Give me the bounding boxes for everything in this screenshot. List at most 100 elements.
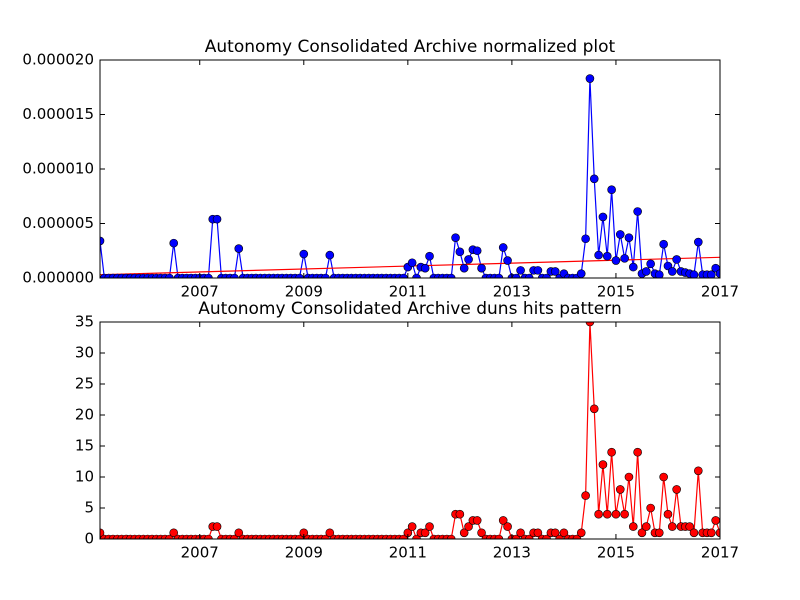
data-point <box>459 528 469 538</box>
data-point <box>325 528 335 538</box>
data-point <box>533 528 543 538</box>
x-tick-label: 2011 <box>389 283 427 301</box>
data-point <box>533 266 543 275</box>
data-point <box>472 246 482 256</box>
data-point <box>446 534 456 539</box>
data-point <box>641 522 651 531</box>
data-point <box>633 447 642 457</box>
data-point <box>694 466 703 476</box>
data-point <box>594 250 603 260</box>
data-point <box>672 485 681 494</box>
y-tick-label: 0.000005 <box>22 214 94 232</box>
data-point <box>455 509 465 519</box>
data-point <box>607 185 616 195</box>
x-tick-label: 2009 <box>285 283 323 301</box>
data-point <box>715 269 720 278</box>
data-point <box>511 273 521 278</box>
x-tick-label: 2015 <box>597 283 635 301</box>
data-point <box>615 485 625 494</box>
data-point <box>100 528 105 538</box>
data-point <box>407 258 417 268</box>
data-point <box>633 207 642 216</box>
y-tick-label: 0.000015 <box>22 105 94 123</box>
data-point <box>659 472 668 482</box>
data-point <box>451 233 460 242</box>
data-point <box>576 528 586 538</box>
data-point <box>715 528 720 538</box>
data-point <box>628 262 638 272</box>
data-point <box>654 270 664 278</box>
data-point <box>477 263 486 273</box>
data-point <box>100 236 105 246</box>
y-tick-label: 30 <box>75 344 94 362</box>
chart-title: Autonomy Consolidated Archive duns hits … <box>198 299 621 319</box>
data-point <box>689 270 699 278</box>
data-point <box>524 273 534 278</box>
data-point <box>550 528 560 538</box>
y-tick-label: 0.000000 <box>22 269 94 287</box>
data-point <box>446 273 456 278</box>
data-point <box>212 214 222 224</box>
plot-area <box>100 322 720 539</box>
data-point <box>685 522 694 531</box>
data-point <box>204 273 213 278</box>
data-point <box>503 256 512 265</box>
data-point <box>694 237 703 247</box>
data-point <box>585 322 595 327</box>
series-line <box>100 78 720 278</box>
data-point <box>516 266 525 275</box>
data-point <box>464 522 473 531</box>
data-point <box>420 528 430 538</box>
data-point <box>204 534 213 539</box>
data-point <box>624 233 634 242</box>
data-point <box>598 460 608 469</box>
data-point <box>611 256 621 265</box>
data-point <box>425 522 434 531</box>
data-point <box>498 243 508 252</box>
y-tick-label: 35 <box>75 313 94 331</box>
data-point <box>234 528 244 538</box>
data-point <box>407 522 417 531</box>
data-point <box>667 267 677 276</box>
data-point <box>607 447 616 457</box>
data-point <box>494 534 504 539</box>
data-point <box>628 522 638 531</box>
series-line <box>100 322 720 539</box>
data-point <box>598 212 608 222</box>
x-tick-label: 2017 <box>701 544 739 562</box>
data-point <box>455 247 465 257</box>
data-point <box>459 263 469 273</box>
data-point <box>672 255 681 264</box>
data-point <box>646 259 655 269</box>
data-point <box>494 273 504 278</box>
data-point <box>472 516 482 525</box>
data-point <box>585 74 595 83</box>
plot-area <box>100 74 720 278</box>
data-point <box>234 244 244 253</box>
data-point <box>620 509 629 519</box>
data-point <box>589 174 599 184</box>
y-tick-label: 25 <box>75 375 94 393</box>
x-tick-label: 2015 <box>597 544 635 562</box>
data-point <box>581 234 590 244</box>
data-point <box>212 522 222 531</box>
y-tick-label: 5 <box>84 499 94 517</box>
data-point <box>498 516 508 525</box>
y-tick-label: 0.000010 <box>22 160 94 178</box>
data-point <box>503 522 512 531</box>
data-point <box>689 528 699 538</box>
data-point <box>594 509 603 519</box>
data-point <box>707 270 716 278</box>
data-point <box>581 491 590 500</box>
data-point <box>559 528 569 538</box>
x-tick-label: 2013 <box>493 283 531 301</box>
data-point <box>667 522 677 531</box>
y-tick-label: 15 <box>75 437 94 455</box>
data-point <box>420 263 430 273</box>
data-point <box>641 267 651 276</box>
data-point <box>321 273 330 278</box>
data-point <box>165 273 174 278</box>
data-point <box>620 254 629 263</box>
data-point <box>624 472 634 482</box>
